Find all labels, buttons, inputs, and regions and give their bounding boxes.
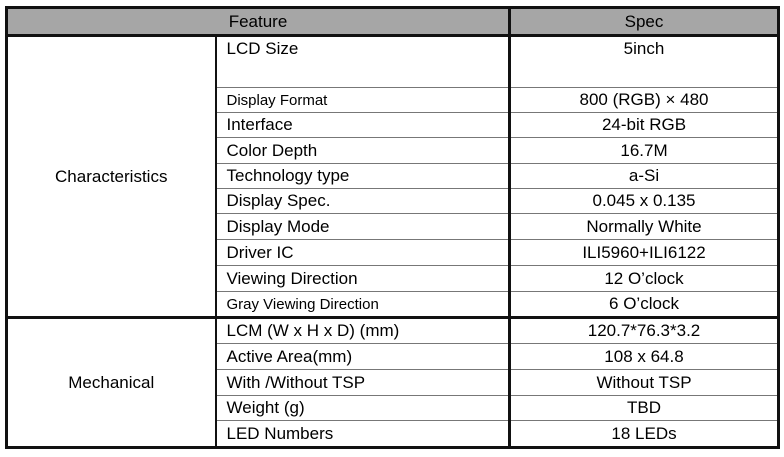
spec-cell: 120.7*76.3*3.2: [509, 316, 779, 344]
table-row: Active Area(mm) 108 x 64.8: [7, 343, 779, 370]
spec-table: Feature Spec Characteristics LCD Size 5inc…: [5, 6, 780, 449]
spec-cell: 16.7M: [509, 137, 779, 164]
feature-cell: Technology type: [215, 163, 511, 189]
feature-cell: Driver IC: [215, 239, 511, 266]
table-row: Weight (g) TBD: [7, 395, 779, 421]
table-row: With /Without TSP Without TSP: [7, 369, 779, 396]
spec-cell: TBD: [509, 395, 779, 421]
spec-cell: 12 O’clock: [509, 265, 779, 292]
table-row: Viewing Direction 12 O’clock: [7, 265, 779, 292]
feature-cell: LCD Size: [215, 35, 511, 88]
spec-cell: Normally White: [509, 213, 779, 240]
spec-cell: 0.045 x 0.135: [509, 188, 779, 214]
table-row: LED Numbers 18 LEDs: [7, 420, 779, 448]
feature-cell: Display Format: [215, 87, 511, 113]
feature-cell: LCM (W x H x D) (mm): [215, 316, 511, 344]
table-row: Characteristics LCD Size 5inch: [6, 35, 779, 318]
spec-cell: a-Si: [509, 163, 779, 189]
feature-cell: Interface: [215, 112, 511, 138]
spec-cell: 18 LEDs: [509, 420, 779, 448]
feature-cell: With /Without TSP: [215, 369, 511, 396]
feature-cell: Active Area(mm): [215, 343, 511, 370]
table-row: Display Spec. 0.045 x 0.135: [7, 188, 779, 214]
header-feature: Feature: [6, 7, 511, 37]
header-spec: Spec: [509, 7, 779, 37]
feature-cell: Color Depth: [215, 137, 511, 164]
spec-cell: 5inch: [509, 35, 779, 88]
feature-cell: Weight (g): [215, 395, 511, 421]
feature-cell: Display Spec.: [215, 188, 511, 214]
table-row: Display Format 800 (RGB) × 480: [7, 87, 779, 113]
header-row: Feature Spec: [6, 7, 779, 37]
feature-cell: Viewing Direction: [215, 265, 511, 292]
spec-cell: 108 x 64.8: [509, 343, 779, 370]
spec-cell: 6 O’clock: [509, 291, 779, 318]
table-row: Interface 24-bit RGB: [7, 112, 779, 138]
table-row: Color Depth 16.7M: [7, 137, 779, 164]
group-label: Mechanical: [6, 316, 217, 448]
spec-cell: Without TSP: [509, 369, 779, 396]
table-row: Technology type a-Si: [7, 163, 779, 189]
spec-cell: 24-bit RGB: [509, 112, 779, 138]
table-row: Mechanical LCM (W x H x D) (mm) 120.7*76.3…: [6, 316, 779, 448]
table-row: Driver IC ILI5960+ILI6122: [7, 239, 779, 266]
spec-cell: ILI5960+ILI6122: [509, 239, 779, 266]
feature-cell: Display Mode: [215, 213, 511, 240]
feature-cell: Gray Viewing Direction: [215, 291, 511, 318]
group-label: Characteristics: [6, 35, 217, 318]
table-row: Gray Viewing Direction 6 O’clock: [7, 291, 779, 318]
spec-cell: 800 (RGB) × 480: [509, 87, 779, 113]
table-row: Display Mode Normally White: [7, 213, 779, 240]
feature-cell: LED Numbers: [215, 420, 511, 448]
